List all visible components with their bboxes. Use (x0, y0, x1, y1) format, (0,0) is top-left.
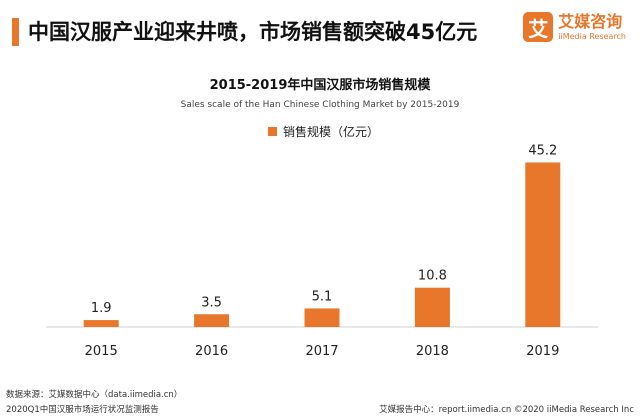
page-title: 中国汉服产业迎来井喷，市场销售额突破45亿元 (28, 20, 478, 44)
bar-2016 (194, 314, 230, 327)
data-label-2017: 5.1 (312, 289, 333, 304)
footer-credit: 艾媒报告中心：report.iimedia.cn ©2020 iiMedia R… (379, 405, 634, 415)
brand-logo: 艾 艾媒咨询 iiMedia Research (523, 12, 626, 42)
chart-subtitle: Sales scale of the Han Chinese Clothing … (180, 100, 460, 110)
data-label-2016: 3.5 (201, 295, 222, 310)
bar-2018 (414, 287, 450, 327)
x-tick-2018: 2018 (416, 344, 449, 359)
bar-2015 (83, 320, 119, 327)
data-label-2019: 45.2 (528, 143, 557, 158)
x-tick-2019: 2019 (526, 344, 559, 359)
bar-2017 (304, 308, 340, 327)
logo-icon: 艾 (523, 12, 554, 42)
logo-name-cn: 艾媒咨询 (558, 11, 623, 31)
data-label-2015: 1.9 (91, 301, 112, 316)
bar-2019 (525, 162, 561, 327)
x-tick-2017: 2017 (305, 344, 338, 359)
chart-legend: 销售规模（亿元） (268, 123, 379, 140)
data-label-2018: 10.8 (418, 269, 447, 284)
report-name: 2020Q1中国汉服市场运行状况监测报告 (6, 405, 159, 415)
legend-label: 销售规模（亿元） (283, 125, 380, 139)
chart-title: 2015-2019年中国汉服市场销售规模 (209, 78, 431, 93)
title-accent-bar (12, 18, 19, 46)
x-tick-2016: 2016 (195, 344, 228, 359)
legend-swatch (268, 127, 277, 136)
data-source: 数据来源：艾媒数据中心（data.iimedia.cn） (6, 390, 183, 400)
x-tick-2015: 2015 (85, 344, 118, 359)
logo-name-en: iiMedia Research (558, 31, 626, 41)
